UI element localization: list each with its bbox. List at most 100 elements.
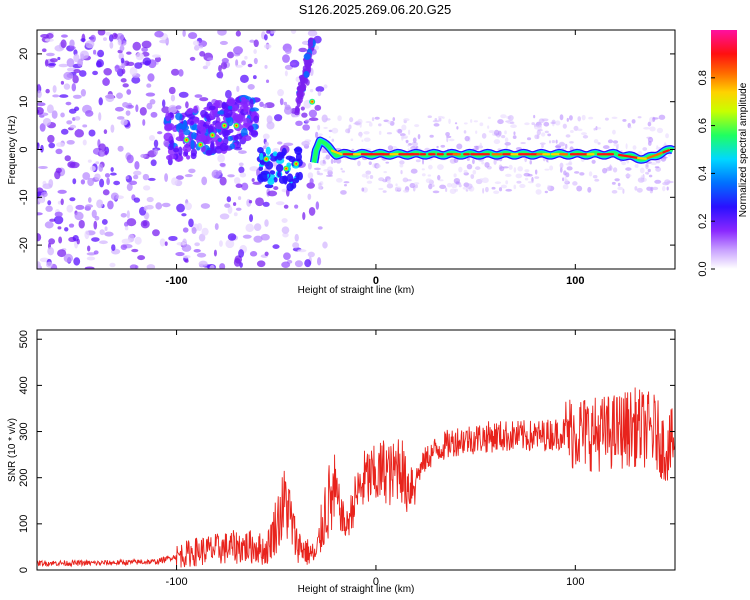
spectrogram-x-tick-label: 0: [373, 275, 379, 287]
spectrogram-noise-cell: [170, 94, 176, 102]
spectrogram-y-label: Frequency (Hz): [7, 116, 18, 185]
spectrogram-noise-cell: [66, 58, 75, 68]
spectrogram-noise-cell: [60, 112, 65, 118]
spectrogram-noise-cell: [235, 64, 243, 68]
spectrogram-halo-cell: [570, 130, 574, 133]
spectrogram-halo-cell: [656, 127, 664, 134]
spectrogram-band-cell: [209, 142, 215, 152]
spectrogram-ridge-peak: [330, 149, 343, 156]
spectrogram-halo-cell: [448, 118, 451, 124]
spectrogram-branch-cell: [281, 147, 287, 156]
spectrogram-band-cell: [200, 126, 207, 135]
spectrogram-noise-cell: [119, 45, 125, 52]
spectrogram-hotspot: [233, 122, 240, 129]
spectrogram-halo-cell: [371, 117, 375, 122]
spectrogram-noise-cell: [120, 57, 125, 64]
spectrogram-noise-cell: [135, 104, 139, 113]
spectrogram-branch-cell: [294, 146, 303, 156]
spectrogram-halo-cell: [580, 132, 587, 136]
spectrogram-halo-cell: [645, 164, 649, 170]
spectrogram-halo-cell: [625, 143, 628, 150]
spectrogram-halo-cell: [463, 122, 468, 125]
spectrogram-noise-cell: [251, 178, 255, 182]
spectrogram-noise-cell: [294, 204, 299, 209]
spectrogram-noise-cell: [120, 212, 127, 218]
spectrogram-noise-cell: [301, 140, 310, 147]
spectrogram-noise-cell: [245, 223, 255, 233]
spectrogram-noise-cell: [302, 124, 311, 131]
spectrogram-noise-cell: [84, 266, 95, 269]
spectrogram-noise-cell: [302, 212, 306, 221]
spectrogram-band-cell: [240, 96, 247, 102]
snr-x-ticks: -100 0 100: [166, 330, 584, 588]
spectrogram-noise-cell: [134, 236, 142, 245]
spectrogram-halo-cell: [524, 169, 530, 173]
spectrogram-noise-cell: [78, 70, 87, 77]
spectrogram-halo-cell: [331, 127, 339, 134]
spectrogram-halo-cell: [359, 132, 363, 138]
spectrogram-band-cell: [223, 113, 232, 118]
spectrogram-noise-cell: [171, 68, 180, 76]
spectrogram-noise-cell: [120, 78, 127, 83]
spectrogram-halo-cell: [621, 161, 627, 166]
spectrogram-noise-cell: [217, 30, 227, 36]
spectrogram-noise-cell: [277, 89, 284, 97]
spectrogram-halo-cell: [402, 177, 409, 183]
spectrogram-halo-cell: [479, 178, 484, 181]
spectrogram-noise-cell: [63, 253, 74, 263]
spectrogram-noise-cell: [283, 252, 291, 261]
spectrogram-noise-cell: [233, 212, 238, 217]
spectrogram-halo-cell: [412, 137, 417, 143]
spectrogram-halo-cell: [368, 161, 372, 166]
spectrogram-noise-cell: [300, 106, 305, 111]
spectrogram-noise-cell: [184, 202, 192, 211]
spectrogram-branch-cell: [267, 178, 275, 186]
spectrogram-halo-cell: [499, 166, 505, 172]
spectrogram-branch-cell: [265, 161, 274, 170]
spectrogram-halo-cell: [383, 119, 389, 123]
spectrogram-band-cell: [191, 132, 197, 140]
spectrogram-noise-cell: [86, 256, 96, 261]
spectrogram-noise-cell: [146, 102, 153, 110]
spectrogram-noise-cell: [145, 92, 156, 97]
spectrogram-halo-cell: [403, 189, 410, 193]
spectrogram-halo-cell: [448, 138, 455, 142]
spectrogram-noise-cell: [140, 153, 147, 159]
spectrogram-halo-cell: [425, 178, 433, 184]
spectrogram-noise-cell: [241, 182, 249, 191]
spectrogram-halo-cell: [643, 127, 651, 130]
spectrogram-noise-cell: [37, 83, 41, 91]
spectrogram-halo-cell: [513, 167, 517, 173]
spectrogram-x-label: Height of straight line (km): [298, 285, 415, 296]
spectrogram-noise-cell: [72, 94, 82, 99]
spectrogram-noise-cell: [154, 56, 162, 63]
spectrogram-halo-cell: [543, 121, 550, 127]
spectrogram-halo-cell: [439, 184, 447, 189]
spectrogram-noise-cell: [178, 69, 184, 77]
spectrogram-noise-cell: [134, 62, 143, 69]
spectrogram-halo-cell: [357, 163, 361, 166]
spectrogram-noise-cell: [126, 210, 130, 219]
spectrogram-noise-cell: [283, 142, 294, 146]
spectrogram-halo-cell: [631, 119, 636, 124]
spectrogram-noise-cell: [181, 244, 192, 252]
spectrogram-band-cell: [207, 125, 214, 135]
spectrogram-halo-cell: [626, 159, 630, 164]
spectrogram-noise-cell: [219, 162, 226, 167]
spectrogram-halo-cell: [440, 144, 446, 148]
spectrogram-band-cell: [166, 154, 173, 161]
spectrogram-halo-cell: [445, 187, 448, 193]
spectrogram-noise-cell: [321, 114, 328, 123]
spectrogram-noise-cell: [48, 62, 57, 66]
spectrogram-halo-cell: [519, 183, 526, 189]
spectrogram-noise-cell: [103, 68, 112, 76]
spectrogram-noise-cell: [268, 30, 276, 34]
spectrogram-noise-cell: [238, 162, 244, 167]
colorbar: 0.0 0.2 0.4 0.6 0.8 Normalized spectral ampl…: [697, 30, 749, 277]
spectrogram-noise-cell: [94, 173, 101, 181]
spectrogram-band-cell: [163, 132, 173, 142]
spectrogram-noise-cell: [106, 177, 110, 186]
spectrogram-noise-cell: [213, 249, 217, 257]
spectrogram-noise-cell: [224, 203, 231, 208]
spectrogram-noise-cell: [308, 117, 319, 122]
